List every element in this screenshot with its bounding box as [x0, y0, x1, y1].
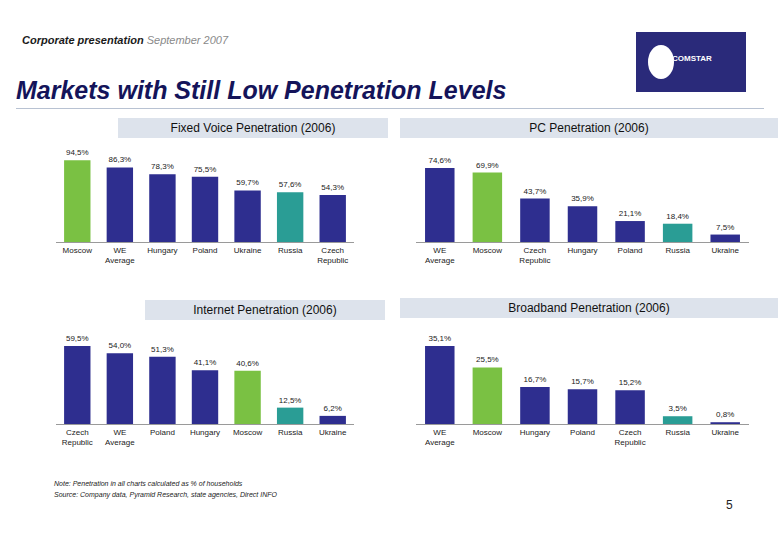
svg-text:41,1%: 41,1% — [194, 358, 217, 367]
svg-text:WEAverage: WEAverage — [105, 246, 135, 265]
svg-text:Russia: Russia — [278, 428, 303, 437]
svg-text:16,7%: 16,7% — [524, 375, 547, 384]
svg-text:6,2%: 6,2% — [324, 404, 342, 413]
svg-text:Poland: Poland — [193, 246, 218, 255]
html-text:Fixed Voice Penetration (2006): Fixed Voice Penetration (2006) — [170, 121, 336, 135]
svg-text:35,1%: 35,1% — [428, 334, 451, 343]
html-text:Source: Company data, Pyramid: Source: Company data, Pyramid Research, … — [54, 491, 277, 498]
html-text:Internet Penetration (2006): Internet Penetration (2006) — [193, 303, 337, 317]
svg-text:7,5%: 7,5% — [716, 223, 734, 232]
svg-text:Hungary: Hungary — [190, 428, 220, 437]
svg-text:Hungary: Hungary — [147, 246, 177, 255]
svg-text:Ukraine: Ukraine — [319, 428, 347, 437]
svg-text:18,4%: 18,4% — [666, 212, 689, 221]
svg-text:CzechRepublic: CzechRepublic — [519, 246, 550, 265]
svg-text:Ukraine: Ukraine — [711, 428, 739, 437]
svg-text:86,3%: 86,3% — [109, 155, 132, 164]
html-text:Note: Penetration in all chart: Note: Penetration in all charts calculat… — [54, 480, 243, 487]
svg-text:Moscow: Moscow — [63, 246, 93, 255]
svg-text:74,6%: 74,6% — [428, 156, 451, 165]
svg-text:75,5%: 75,5% — [194, 165, 217, 174]
svg-text:21,1%: 21,1% — [619, 209, 642, 218]
svg-text:Moscow: Moscow — [233, 428, 263, 437]
svg-text:15,7%: 15,7% — [571, 377, 594, 386]
svg-text:54,3%: 54,3% — [321, 183, 344, 192]
svg-text:CzechRepublic: CzechRepublic — [62, 428, 93, 447]
svg-text:40,6%: 40,6% — [236, 359, 259, 368]
svg-text:35,9%: 35,9% — [571, 194, 594, 203]
svg-text:WEAverage: WEAverage — [105, 428, 135, 447]
svg-text:15,2%: 15,2% — [619, 378, 642, 387]
svg-text:43,7%: 43,7% — [524, 187, 547, 196]
svg-text:Russia: Russia — [278, 246, 303, 255]
svg-text:69,9%: 69,9% — [476, 161, 499, 170]
svg-text:25,5%: 25,5% — [476, 355, 499, 364]
html-text:Broadband Penetration (2006): Broadband Penetration (2006) — [508, 301, 670, 315]
svg-text:WEAverage: WEAverage — [425, 246, 455, 265]
svg-text:54,0%: 54,0% — [109, 341, 132, 350]
svg-text:78,3%: 78,3% — [151, 162, 174, 171]
svg-text:59,7%: 59,7% — [236, 178, 259, 187]
svg-text:Moscow: Moscow — [473, 246, 503, 255]
svg-text:94,5%: 94,5% — [66, 148, 89, 157]
svg-text:Poland: Poland — [618, 246, 643, 255]
svg-text:Russia: Russia — [665, 428, 690, 437]
svg-text:Hungary: Hungary — [567, 246, 597, 255]
svg-text:Russia: Russia — [665, 246, 690, 255]
svg-text:Poland: Poland — [150, 428, 175, 437]
svg-text:3,5%: 3,5% — [669, 404, 687, 413]
svg-text:Ukraine: Ukraine — [711, 246, 739, 255]
svg-text:0,8%: 0,8% — [716, 410, 734, 419]
html-text:Markets with Still Low Penetra: Markets with Still Low Penetration Level… — [16, 76, 507, 104]
html-text:COMSTAR: COMSTAR — [672, 54, 712, 63]
svg-text:57,6%: 57,6% — [279, 180, 302, 189]
html-text:PC Penetration (2006): PC Penetration (2006) — [529, 121, 649, 135]
html-text:Corporate presentation Septemb: Corporate presentation September 2007 — [22, 34, 228, 46]
svg-text:WEAverage: WEAverage — [425, 428, 455, 447]
html-text:5: 5 — [726, 498, 733, 512]
svg-text:12,5%: 12,5% — [279, 396, 302, 405]
svg-text:Hungary: Hungary — [520, 428, 550, 437]
svg-text:59,5%: 59,5% — [66, 334, 89, 343]
svg-text:Ukraine: Ukraine — [234, 246, 262, 255]
svg-text:CzechRepublic: CzechRepublic — [317, 246, 348, 265]
svg-text:51,3%: 51,3% — [151, 345, 174, 354]
svg-text:CzechRepublic: CzechRepublic — [614, 428, 645, 447]
svg-text:Moscow: Moscow — [473, 428, 503, 437]
svg-text:Poland: Poland — [570, 428, 595, 437]
